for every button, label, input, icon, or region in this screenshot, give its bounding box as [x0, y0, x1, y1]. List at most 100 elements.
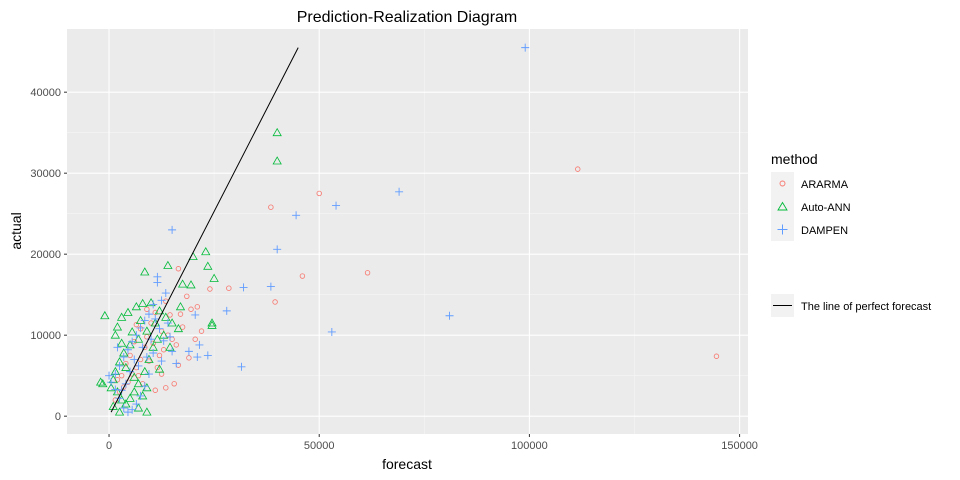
point-auto-ann: [95, 377, 106, 386]
point-auto-ann: [100, 310, 110, 320]
point-dampen: [168, 225, 177, 234]
point-auto-ann: [110, 330, 121, 339]
point-ararma: [226, 285, 232, 291]
point-dampen: [184, 347, 193, 356]
point-auto-ann: [142, 326, 152, 335]
point-auto-ann: [140, 267, 150, 276]
point-ararma: [167, 312, 173, 318]
legend-key-auto-ann: [771, 195, 794, 218]
y-axis-ticks: 0 10000 20000 30000 40000: [30, 87, 67, 423]
point-ararma: [133, 321, 140, 328]
point-dampen: [222, 306, 231, 315]
point-dampen: [195, 340, 204, 349]
point-auto-ann: [137, 298, 148, 307]
point-auto-ann: [154, 364, 165, 373]
point-dampen: [128, 337, 137, 346]
point-ararma: [194, 304, 201, 310]
point-auto-ann: [106, 383, 116, 392]
point-ararma: [188, 306, 194, 312]
point-dampen: [144, 310, 153, 319]
point-dampen: [117, 386, 126, 395]
point-dampen: [151, 314, 160, 323]
point-auto-ann: [108, 401, 118, 410]
grid-major-lines: [67, 29, 748, 434]
point-auto-ann: [116, 338, 127, 347]
point-dampen: [136, 323, 145, 332]
point-dampen: [105, 371, 114, 380]
point-dampen: [292, 211, 301, 220]
point-ararma: [184, 293, 190, 299]
point-ararma: [175, 266, 182, 272]
x-tick-label: 100000: [511, 440, 548, 452]
legend-label-dampen: DAMPEN: [801, 225, 848, 237]
point-auto-ann: [201, 246, 211, 256]
point-ararma: [163, 385, 169, 391]
point-auto-ann: [129, 387, 139, 396]
point-dampen: [140, 382, 149, 391]
point-auto-ann: [203, 261, 213, 270]
y-tick-label: 10000: [30, 330, 61, 342]
point-ararma: [316, 190, 322, 197]
point-ararma: [299, 273, 306, 279]
point-auto-ann: [165, 342, 175, 351]
point-ararma: [152, 387, 158, 393]
x-tick-label: 50000: [304, 440, 335, 452]
point-dampen: [237, 362, 246, 371]
y-tick-label: 0: [55, 411, 61, 423]
point-dampen: [140, 316, 149, 325]
point-dampen: [155, 324, 164, 333]
point-dampen: [172, 359, 181, 368]
point-dampen: [144, 370, 153, 379]
point-dampen: [193, 353, 202, 362]
point-dampen: [115, 361, 124, 370]
x-axis-ticks: 0 50000 100000 150000: [106, 434, 758, 452]
point-auto-ann: [129, 372, 139, 381]
point-dampen: [327, 327, 336, 336]
point-ararma: [158, 371, 165, 377]
legend-label-ararma: ARARMA: [801, 179, 849, 191]
point-ararma: [268, 204, 274, 210]
perfect-forecast-line: [110, 47, 299, 413]
point-dampen: [266, 282, 275, 291]
point-auto-ann: [272, 127, 282, 137]
point-auto-ann: [121, 362, 131, 371]
point-dampen: [113, 343, 122, 352]
point-dampen: [142, 353, 151, 362]
point-dampen: [130, 355, 139, 364]
point-auto-ann: [125, 393, 135, 402]
point-auto-ann: [140, 366, 150, 376]
point-dampen: [111, 370, 120, 379]
legend: method ARARMA Auto-ANN DAMPEN The line o…: [771, 151, 931, 317]
point-auto-ann: [135, 315, 146, 325]
point-dampen: [119, 353, 128, 362]
point-dampen: [191, 310, 200, 319]
x-tick-label: 0: [106, 440, 112, 452]
point-dampen: [132, 400, 141, 409]
point-auto-ann: [167, 318, 177, 327]
point-ararma: [713, 353, 720, 359]
x-axis-title: forecast: [382, 456, 432, 472]
point-dampen: [128, 405, 137, 414]
y-tick-label: 40000: [30, 87, 61, 99]
point-auto-ann: [209, 273, 219, 282]
legend-symbol-auto-ann: [777, 201, 788, 211]
point-auto-ann: [98, 378, 108, 388]
y-axis-title: actual: [8, 212, 24, 249]
point-dampen: [157, 357, 166, 366]
point-ararma: [146, 358, 152, 364]
point-ararma: [575, 166, 581, 172]
point-auto-ann: [161, 312, 171, 321]
point-auto-ann: [173, 323, 184, 333]
point-auto-ann: [175, 302, 186, 311]
point-dampen: [119, 404, 128, 413]
point-ararma: [173, 342, 179, 348]
point-dampen: [149, 349, 158, 357]
point-dampen: [239, 283, 248, 292]
y-tick-label: 30000: [30, 168, 61, 180]
point-dampen: [273, 245, 282, 254]
point-ararma: [179, 324, 186, 330]
point-dampen: [161, 289, 170, 298]
point-dampen: [123, 408, 132, 417]
point-auto-ann: [207, 320, 217, 329]
